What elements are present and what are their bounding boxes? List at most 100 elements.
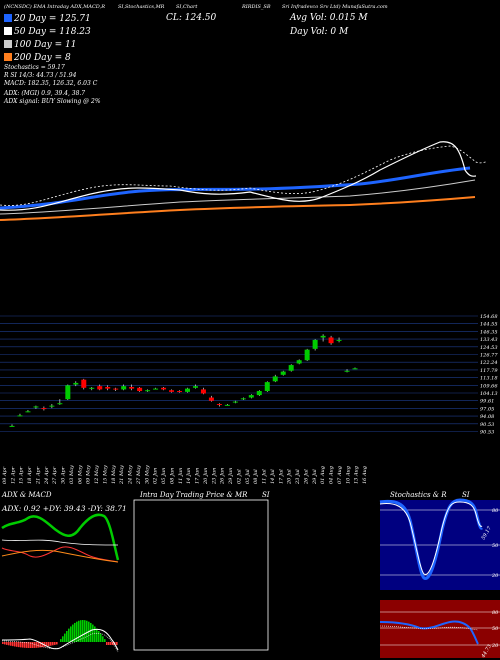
legend-swatch-200 [4, 53, 12, 61]
candle-body [97, 386, 103, 390]
candle-body [304, 349, 310, 361]
legend-swatch-100 [4, 40, 12, 48]
macd-bar [60, 639, 62, 642]
rsi-axis-50: 50 [492, 626, 499, 632]
macd-bar [18, 642, 20, 648]
candle-body [33, 406, 39, 408]
candle [169, 389, 175, 393]
header-line-left: (NCNSDC) EMA Intraday ADX,MACD,R [4, 3, 105, 10]
adx-value: ADX: (MGI) 0.9, 39.4, 38.7 [3, 90, 85, 97]
candle [57, 399, 63, 405]
date-axis-label: 24 Apr [44, 466, 50, 485]
candle-body [161, 387, 167, 390]
macd-bar [86, 620, 88, 642]
date-axis-label: 03 May [69, 465, 75, 484]
candle-body [169, 390, 175, 392]
candle-body [129, 386, 135, 389]
price-axis-label: 133.43 [480, 337, 498, 343]
macd-bar [80, 620, 82, 642]
date-axis-label: 12 Apr [10, 466, 16, 484]
macd-bar [24, 642, 26, 648]
header-line-far: Sri Infradevco Srv Ltd) MunafaSutra.com [282, 3, 388, 10]
date-axis-label: 14 Jul [270, 469, 276, 484]
date-axis-label: 15 May [102, 465, 108, 484]
candle [129, 384, 135, 391]
candle [216, 403, 222, 407]
macd-histogram [2, 620, 118, 648]
date-axis-label: 11 Jun [178, 468, 184, 484]
candle-body [224, 404, 230, 406]
macd-bar [110, 642, 112, 645]
candle-body [153, 388, 159, 390]
date-axis-label: 24 May [128, 465, 134, 485]
macd-bar [4, 642, 6, 645]
price-axis-label: 154.68 [480, 314, 498, 320]
price-axis-label: 94.08 [480, 414, 494, 420]
adx-macd-panel [0, 500, 125, 660]
adx-signal: ADX signal: BUY Slowing @ 2% [3, 98, 101, 105]
macd-bar [104, 639, 106, 642]
macd-bar [64, 633, 66, 642]
date-axis-label: 04 Aug [329, 466, 335, 484]
intraday-title-2: SI [262, 491, 270, 499]
date-axis-label: 05 Jun [161, 468, 167, 484]
macd-bar [74, 622, 76, 642]
date-axis-label: 20 Jun [203, 468, 209, 485]
legend-200-day: 200 Day = 8 [13, 53, 71, 63]
candle-body [320, 335, 326, 338]
macd-bar [100, 633, 102, 642]
candle-body [65, 385, 71, 400]
macd-bar [40, 642, 42, 648]
candle-body [288, 365, 294, 371]
candle-body [137, 387, 143, 392]
header-line-mid: SI,Stochastics,MR [118, 4, 165, 10]
rsi-avg-line [379, 625, 479, 631]
macd-bar [26, 642, 28, 648]
macd-bar [78, 620, 80, 642]
close-price: CL: 124.50 [166, 13, 217, 23]
date-axis-label: 08 Jul [253, 469, 259, 484]
date-axis-label: 30 May [144, 465, 150, 484]
rsi-panel [380, 600, 500, 658]
candle-body [17, 415, 23, 417]
candle-body [41, 408, 47, 410]
stochastics-value: Stochastics = 59.17 [4, 64, 65, 71]
candle-body [113, 388, 119, 390]
candle [240, 397, 246, 400]
stoch-axis-20: 20 [491, 573, 499, 579]
price-axis-label: 104.13 [480, 391, 498, 397]
date-axis-label: 12 May [94, 465, 100, 484]
date-axis-label: 26 Jun [220, 468, 226, 485]
price-axis-label: 126.77 [480, 353, 498, 359]
header-line-mid2: SI,Chart [176, 4, 198, 10]
date-axis: 09 Apr 12 Apr 15 Apr 18 Apr 21 Apr 24 Apr 27 A… [2, 465, 368, 485]
price-axis-label: 124.53 [480, 345, 498, 351]
candle [184, 387, 190, 393]
candle [105, 385, 111, 391]
candle-body [25, 411, 31, 413]
adx-ref-line [1, 539, 119, 546]
candle [33, 405, 39, 409]
macd-bar [108, 642, 110, 645]
macd-bar [10, 642, 12, 646]
macd-bar [2, 642, 4, 644]
macd-bar [94, 626, 96, 642]
date-axis-label: 18 Apr [27, 466, 33, 484]
candle-body [184, 388, 190, 392]
date-axis-label: 30 Apr [61, 466, 67, 484]
macd-bar [56, 642, 58, 645]
macd-bar [68, 628, 70, 642]
date-axis-label: 17 Jun [195, 468, 201, 484]
date-axis-label: 10 Aug [345, 466, 351, 484]
candle-body [256, 391, 262, 396]
date-axis-label: 29 Jun [228, 468, 234, 485]
candle [17, 413, 23, 417]
candle-body [81, 379, 87, 388]
macd-bar [98, 631, 100, 642]
macd-bar [46, 642, 48, 647]
macd-bar [116, 642, 118, 645]
date-axis-label: 21 May [119, 465, 125, 485]
candle-body [352, 368, 358, 370]
candle [312, 339, 318, 351]
